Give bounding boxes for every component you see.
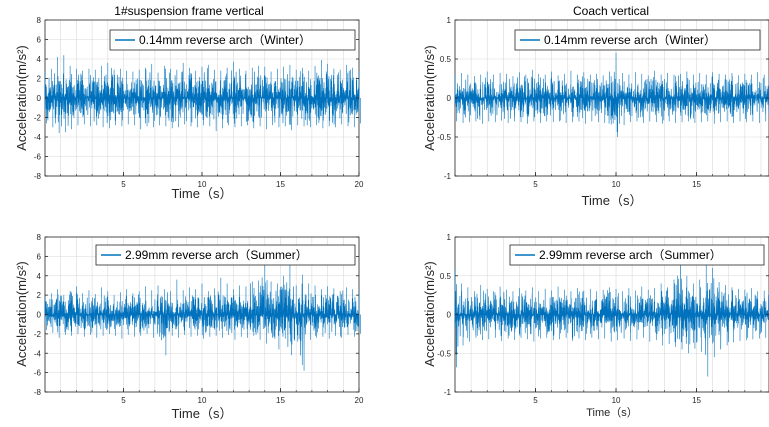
y-tick-label: 0 xyxy=(37,311,42,320)
x-tick-label: 5 xyxy=(121,180,126,189)
y-tick-label: 0.5 xyxy=(440,272,452,281)
x-axis-label: Time（s） xyxy=(172,406,233,421)
x-tick-label: 5 xyxy=(533,396,538,405)
chart-title: 1#suspension frame vertical xyxy=(114,4,263,18)
y-tick-label: -0.5 xyxy=(437,349,451,358)
x-tick-label: 5 xyxy=(121,396,126,405)
y-axis-label: Acceleration(m/s²) xyxy=(14,45,29,150)
legend-label: 2.99mm reverse arch（Summer） xyxy=(125,248,308,262)
legend-label: 0.14mm reverse arch（Winter） xyxy=(139,33,311,47)
x-tick-label: 15 xyxy=(692,396,701,405)
y-tick-label: 6 xyxy=(37,252,42,261)
legend: 0.14mm reverse arch（Winter） xyxy=(109,29,356,51)
y-tick-label: 0.5 xyxy=(440,55,452,64)
y-tick-label: -1 xyxy=(444,388,452,397)
y-tick-label: 4 xyxy=(37,55,42,64)
y-axis-label: Acceleration(m/s²) xyxy=(422,45,437,150)
y-tick-label: -6 xyxy=(34,153,42,162)
legend-label: 2.99mm reverse arch（Summer） xyxy=(539,248,722,262)
x-tick-label: 20 xyxy=(355,396,364,405)
y-tick-label: 2 xyxy=(37,75,42,84)
series-line xyxy=(454,264,769,377)
x-tick-label: 15 xyxy=(692,180,701,189)
legend: 2.99mm reverse arch（Summer） xyxy=(95,244,356,266)
legend-label: 0.14mm reverse arch（Winter） xyxy=(544,33,716,47)
y-tick-label: -6 xyxy=(34,369,42,378)
y-tick-label: 4 xyxy=(37,272,42,281)
series-line xyxy=(44,261,361,371)
y-tick-label: -0.5 xyxy=(437,133,451,142)
x-axis-label: Time（s） xyxy=(586,406,638,419)
x-axis-label: Time（s） xyxy=(172,186,233,201)
y-tick-label: 8 xyxy=(37,16,42,25)
x-tick-label: 5 xyxy=(533,180,538,189)
y-tick-label: 2 xyxy=(37,291,42,300)
x-tick-label: 20 xyxy=(355,180,364,189)
y-tick-label: -2 xyxy=(34,114,42,123)
y-tick-label: -4 xyxy=(34,133,42,142)
chart-title: Coach vertical xyxy=(573,4,649,18)
x-tick-label: 15 xyxy=(276,180,285,189)
y-tick-label: 1 xyxy=(447,233,452,242)
y-tick-label: -1 xyxy=(444,172,452,181)
x-axis-label: Time（s） xyxy=(582,193,643,208)
panel-2: Coach vertical -1-0.500.515 10 15 0.14mm r… xyxy=(422,4,769,208)
y-tick-label: -2 xyxy=(34,330,42,339)
panel-1: 1#suspension frame vertical -8 -6 -4 -2 0 2 4 6… xyxy=(14,4,364,201)
legend: 2.99mm reverse arch（Summer） xyxy=(509,244,765,266)
y-tick-label: 6 xyxy=(37,36,42,45)
y-tick-label: -8 xyxy=(34,172,42,181)
y-axis-label: Acceleration(m/s²) xyxy=(422,261,437,366)
y-tick-label: 0 xyxy=(37,94,42,103)
x-tick-label: 10 xyxy=(612,396,621,405)
x-tick-label: 10 xyxy=(198,396,207,405)
panel-3: -8 -6 -4 -2 0 2 4 6 8 5 10 15 20 2.99mm reverse arch… xyxy=(14,233,364,421)
panel-4: -1-0.500.515 10 15 2.99mm reverse arch（Sum… xyxy=(422,233,769,419)
legend-box xyxy=(509,244,765,266)
series-line xyxy=(454,52,769,137)
y-tick-label: 0 xyxy=(447,94,452,103)
y-tick-label: -8 xyxy=(34,388,42,397)
x-tick-label: 15 xyxy=(276,396,285,405)
series-line xyxy=(44,55,361,134)
y-axis-label: Acceleration(m/s²) xyxy=(14,261,29,366)
y-tick-label: 0 xyxy=(447,311,452,320)
y-tick-label: 8 xyxy=(37,233,42,242)
legend: 0.14mm reverse arch（Winter） xyxy=(514,29,761,51)
x-tick-label: 10 xyxy=(198,180,207,189)
x-tick-label: 10 xyxy=(612,180,621,189)
y-tick-label: -4 xyxy=(34,349,42,358)
legend-box xyxy=(514,29,761,51)
y-tick-label: 1 xyxy=(447,16,452,25)
legend-box xyxy=(109,29,356,51)
legend-box xyxy=(95,244,356,266)
